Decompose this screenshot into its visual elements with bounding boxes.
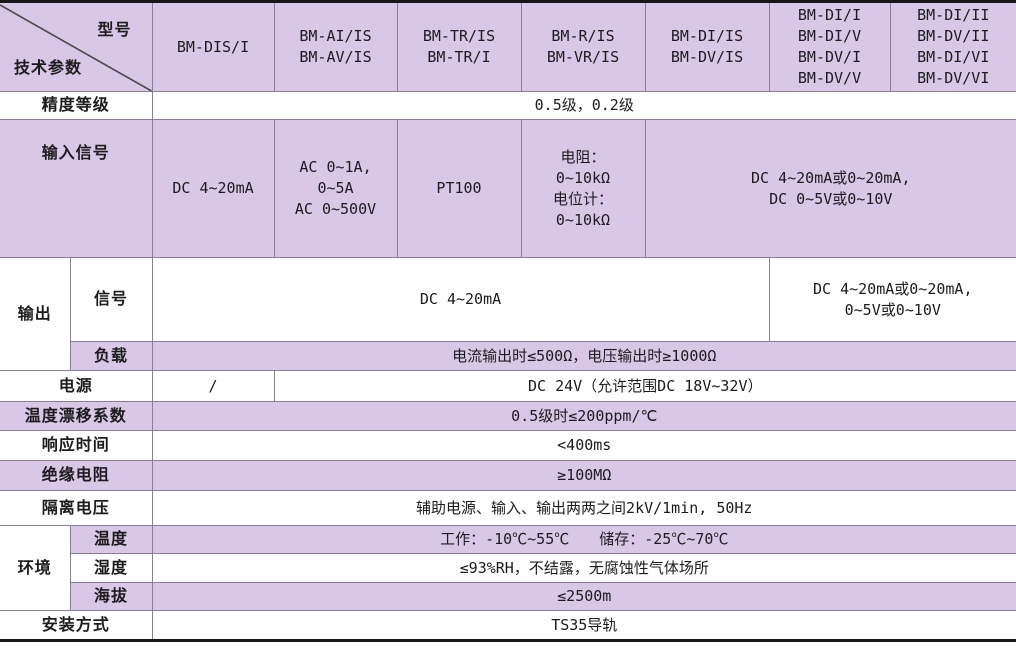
row-label-isolation: 隔离电压: [0, 490, 153, 526]
output-signal-right-value: DC 4~20mA或0~20mA, 0~5V或0~10V: [768, 257, 1016, 342]
row-label-power: 电源: [0, 370, 153, 402]
response-value: <400ms: [151, 430, 1016, 461]
env-humidity-value: ≤93%RH，不结露，无腐蚀性气体场所: [151, 553, 1016, 583]
row-label-input-signal: 输入信号: [0, 119, 153, 258]
env-temperature-value: 工作：-10℃~55℃ 储存：-25℃~70℃: [151, 525, 1016, 554]
row-label-response: 响应时间: [0, 430, 153, 461]
model-header-2: BM-AI/IS BM-AV/IS: [273, 1, 398, 92]
insulation-value: ≥100MΩ: [151, 460, 1016, 491]
diagonal-divider-line: [1, 4, 151, 91]
input-value-4: 电阻： 0~10kΩ 电位计： 0~10kΩ: [520, 119, 646, 258]
model-header-6: BM-DI/I BM-DI/V BM-DV/I BM-DV/V: [768, 1, 891, 92]
model-header-3: BM-TR/IS BM-TR/I: [396, 1, 522, 92]
row-label-output: 输出: [0, 257, 71, 371]
row-label-drift: 温度漂移系数: [0, 401, 153, 431]
input-value-2: AC 0~1A, 0~5A AC 0~500V: [273, 119, 398, 258]
row-label-environment: 环境: [0, 525, 71, 611]
row-label-accuracy: 精度等级: [0, 91, 153, 120]
power-none-value: /: [151, 370, 275, 402]
output-signal-left-value: DC 4~20mA: [151, 257, 770, 342]
isolation-value: 辅助电源、输入、输出两两之间2kV/1min, 50Hz: [151, 490, 1016, 526]
model-header-5: BM-DI/IS BM-DV/IS: [644, 1, 770, 92]
input-value-1: DC 4~20mA: [151, 119, 275, 258]
row-label-output-load: 负载: [69, 341, 153, 371]
accuracy-value: 0.5级，0.2级: [151, 91, 1016, 120]
output-load-value: 电流输出时≤500Ω，电压输出时≥1000Ω: [151, 341, 1016, 371]
corner-param-label: 技术参数: [14, 57, 83, 77]
power-value: DC 24V（允许范围DC 18V~32V）: [273, 370, 1016, 402]
model-header-4: BM-R/IS BM-VR/IS: [520, 1, 646, 92]
input-value-3: PT100: [396, 119, 522, 258]
row-label-env-temperature: 温度: [69, 525, 153, 554]
row-label-install: 安装方式: [0, 610, 153, 641]
row-label-env-altitude: 海拔: [69, 582, 153, 611]
corner-header-cell: 型号 技术参数: [0, 1, 153, 92]
model-header-1: BM-DIS/I: [151, 1, 275, 92]
input-value-5: DC 4~20mA或0~20mA, DC 0~5V或0~10V: [644, 119, 1016, 258]
env-altitude-value: ≤2500m: [151, 582, 1016, 611]
row-label-output-signal: 信号: [69, 257, 153, 342]
install-value: TS35导轨: [151, 610, 1016, 641]
model-header-7: BM-DI/II BM-DV/II BM-DI/VI BM-DV/VI: [889, 1, 1016, 92]
row-label-env-humidity: 湿度: [69, 553, 153, 583]
drift-value: 0.5级时≤200ppm/℃: [151, 401, 1016, 431]
corner-model-label: 型号: [97, 20, 132, 39]
row-label-insulation: 绝缘电阻: [0, 460, 153, 491]
